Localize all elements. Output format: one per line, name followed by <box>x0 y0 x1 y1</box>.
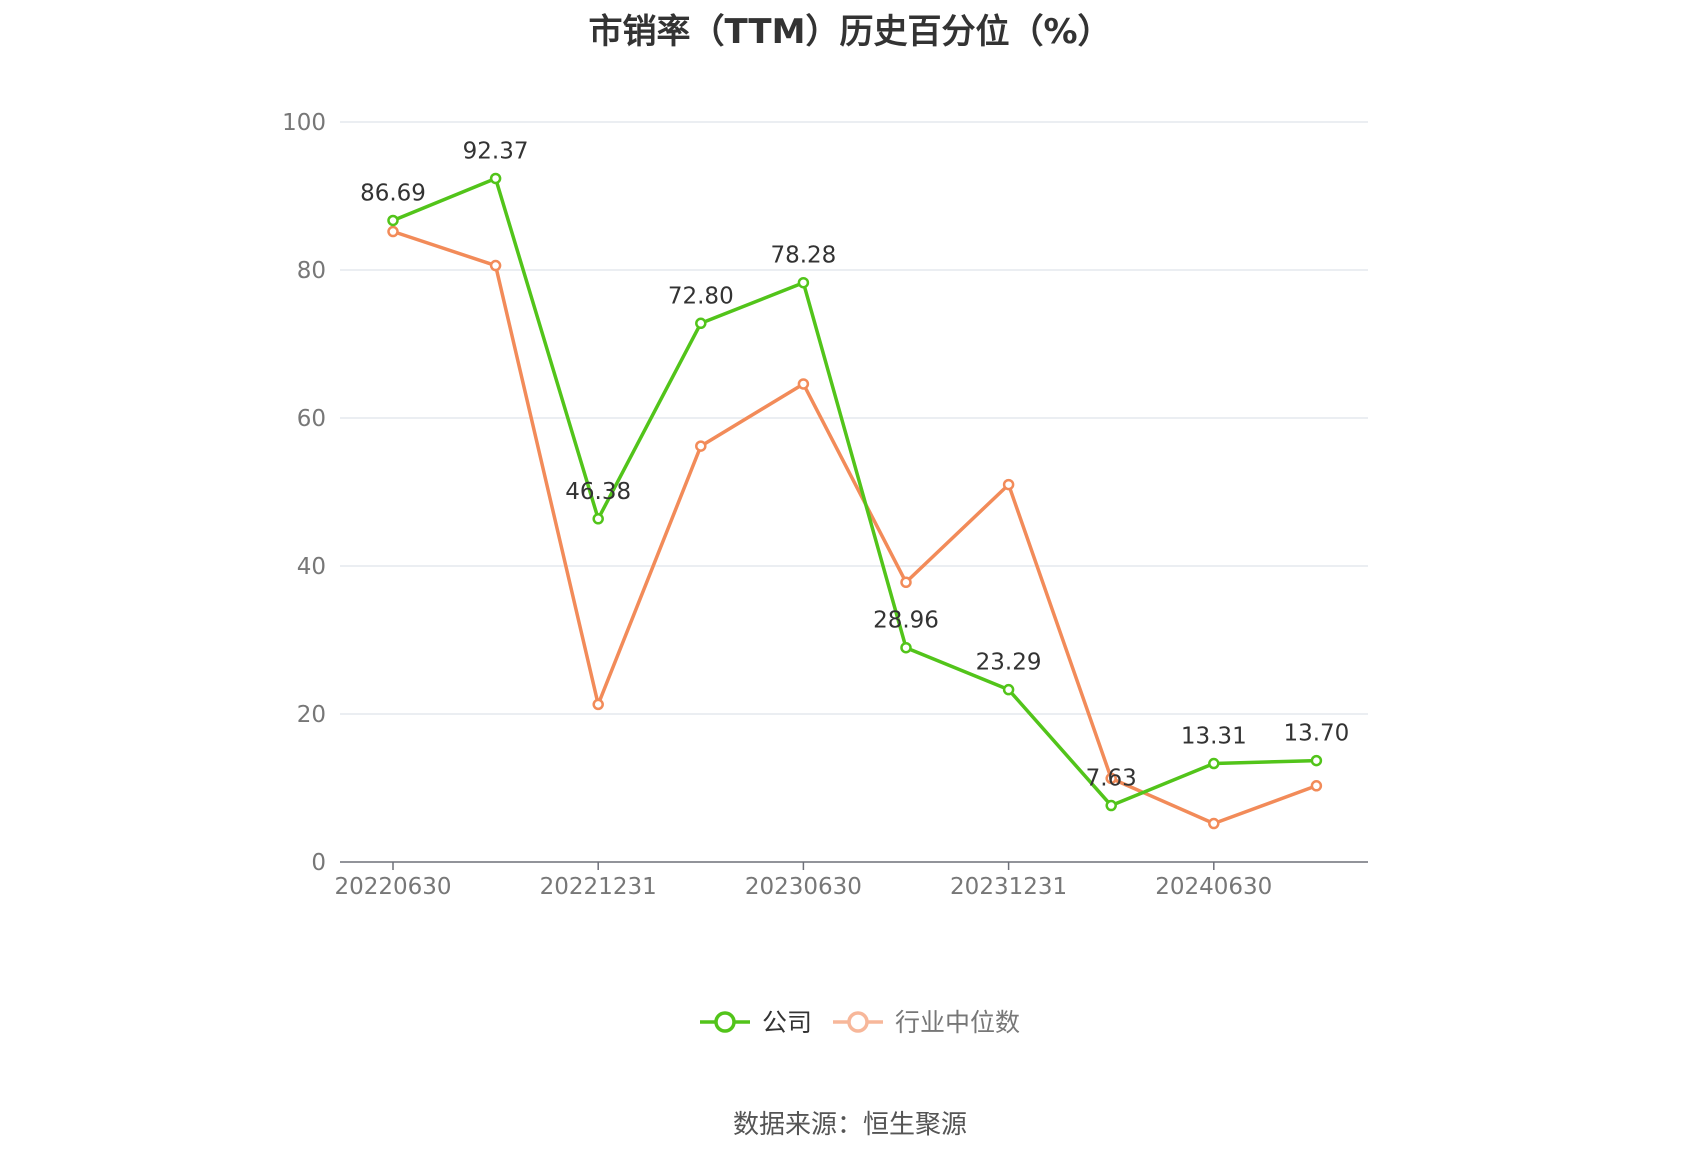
grid-layer <box>340 121 1368 715</box>
data-point <box>592 513 604 525</box>
legend-label: 行业中位数 <box>895 1008 1020 1037</box>
legend-marker <box>714 1011 736 1033</box>
y-tick-label: 40 <box>297 554 326 580</box>
y-tick-label: 0 <box>311 850 326 876</box>
series-line <box>392 176 1317 808</box>
chart-title: 市销率（TTM）历史百分位（%） <box>588 12 1112 52</box>
data-point <box>1105 799 1117 812</box>
data-label: 7.63 <box>1086 766 1137 792</box>
series-line <box>392 229 1318 826</box>
data-point <box>489 259 502 272</box>
legend-marker <box>847 1011 869 1033</box>
y-tick-label: 80 <box>297 258 326 284</box>
x-tick-label: 20220630 <box>334 874 451 900</box>
series-layer <box>387 172 1323 830</box>
data-label: 86.69 <box>360 180 426 206</box>
data-point <box>1105 772 1117 785</box>
data-point <box>1208 817 1220 830</box>
data-label: 92.37 <box>463 138 529 164</box>
x-tick-label: 20231231 <box>950 874 1067 900</box>
data-point <box>489 172 502 185</box>
data-label: 28.96 <box>873 608 939 634</box>
data-point <box>1002 683 1015 696</box>
data-label: 78.28 <box>770 243 836 269</box>
axis-layer: 0 20 40 60 80 100 20220630 20221231 20230630 2023… <box>282 110 1368 900</box>
data-label: 23.29 <box>976 650 1042 676</box>
data-point <box>1310 780 1323 792</box>
data-point <box>797 378 810 390</box>
data-point <box>797 276 810 289</box>
x-tick-label: 20221231 <box>540 874 657 900</box>
data-label: 46.38 <box>565 479 631 505</box>
legend[interactable]: 公司 行业中位数 <box>700 1008 1020 1037</box>
x-tick-label: 20230630 <box>745 874 862 900</box>
data-point <box>695 440 707 452</box>
data-point <box>900 641 912 654</box>
legend-item[interactable]: 行业中位数 <box>833 1008 1020 1037</box>
label-layer: 86.69 92.37 46.38 72.80 78.28 28.96 23.29 7.63 1… <box>360 138 1349 791</box>
legend-label: 公司 <box>762 1008 812 1037</box>
data-point <box>1310 754 1323 767</box>
data-point <box>1208 757 1220 770</box>
data-point <box>695 317 707 330</box>
x-tick-label: 20240630 <box>1155 874 1272 900</box>
data-point <box>592 698 604 711</box>
source-note: 数据来源：恒生聚源 <box>732 1110 967 1140</box>
data-point <box>900 576 912 589</box>
data-point <box>387 214 399 227</box>
y-tick-label: 100 <box>282 110 326 136</box>
y-tick-label: 60 <box>297 406 326 432</box>
data-point <box>387 225 399 238</box>
data-label: 13.70 <box>1283 721 1349 747</box>
legend-item[interactable]: 公司 <box>700 1008 812 1037</box>
data-label: 72.80 <box>668 283 734 309</box>
y-tick-label: 20 <box>297 702 326 728</box>
data-label: 13.31 <box>1181 724 1247 750</box>
data-point <box>1002 478 1015 491</box>
